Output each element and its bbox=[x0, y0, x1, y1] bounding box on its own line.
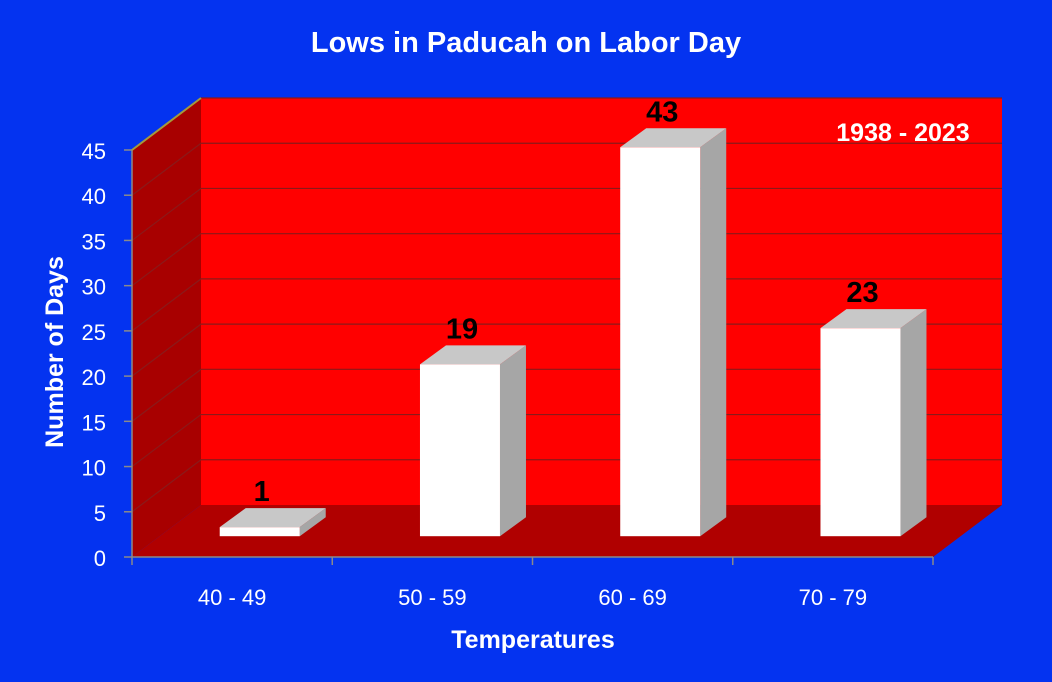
data-label: 1 bbox=[254, 476, 270, 508]
x-tick-label: 50 - 59 bbox=[398, 585, 467, 610]
y-tick-labels: 0 5 10 15 20 25 30 35 40 45 bbox=[82, 139, 132, 571]
bar-top bbox=[419, 345, 526, 365]
y-tick-label: 15 bbox=[82, 410, 106, 435]
top-edge-line bbox=[131, 97, 202, 151]
bar bbox=[620, 147, 701, 537]
bars bbox=[219, 128, 927, 537]
y-tick-label: 35 bbox=[82, 229, 106, 254]
x-tick-label: 70 - 79 bbox=[799, 585, 868, 610]
bar-top bbox=[820, 309, 927, 329]
bar bbox=[820, 328, 901, 537]
y-axis-title: Number of Days bbox=[41, 256, 69, 448]
gridline bbox=[131, 142, 1002, 196]
bar-side bbox=[700, 128, 727, 537]
chart-walls bbox=[132, 98, 1002, 557]
gridline bbox=[131, 459, 1002, 513]
bar-side bbox=[299, 508, 326, 537]
x-tick-label: 40 - 49 bbox=[198, 585, 267, 610]
bar bbox=[219, 527, 300, 537]
bar bbox=[419, 364, 500, 537]
bar-top bbox=[620, 128, 727, 148]
bar-side bbox=[900, 309, 927, 537]
y-tick-label: 10 bbox=[82, 456, 106, 481]
data-label: 19 bbox=[446, 313, 478, 345]
y-tick-label: 45 bbox=[82, 139, 106, 164]
x-tick-labels: 40 - 49 50 - 59 60 - 69 70 - 79 bbox=[131, 557, 934, 610]
bar-side bbox=[499, 345, 526, 537]
side-wall bbox=[132, 98, 201, 557]
back-wall bbox=[201, 98, 1002, 505]
data-label: 23 bbox=[846, 277, 878, 309]
y-tick-label: 5 bbox=[94, 501, 106, 526]
y-tick-label: 40 bbox=[82, 184, 106, 209]
y-tick-label: 25 bbox=[82, 320, 106, 345]
x-axis-title: Temperatures bbox=[451, 626, 615, 654]
floor bbox=[132, 505, 1002, 557]
gridline bbox=[131, 368, 1002, 422]
gridline bbox=[131, 413, 1002, 468]
chart-title: Lows in Paducah on Labor Day bbox=[311, 27, 741, 59]
gridline bbox=[131, 278, 1002, 332]
gridline bbox=[131, 233, 1002, 287]
y-tick-label: 0 bbox=[94, 546, 106, 571]
y-tick-label: 30 bbox=[82, 275, 106, 300]
data-labels: 1 19 43 23 bbox=[254, 96, 879, 508]
y-tick-label: 20 bbox=[82, 365, 106, 390]
gridline bbox=[131, 187, 1002, 241]
bar-top bbox=[219, 508, 326, 528]
x-tick-label: 60 - 69 bbox=[598, 585, 667, 610]
gridline bbox=[131, 323, 1002, 377]
chart-annotation: 1938 - 2023 bbox=[836, 119, 969, 147]
data-label: 43 bbox=[646, 96, 678, 128]
